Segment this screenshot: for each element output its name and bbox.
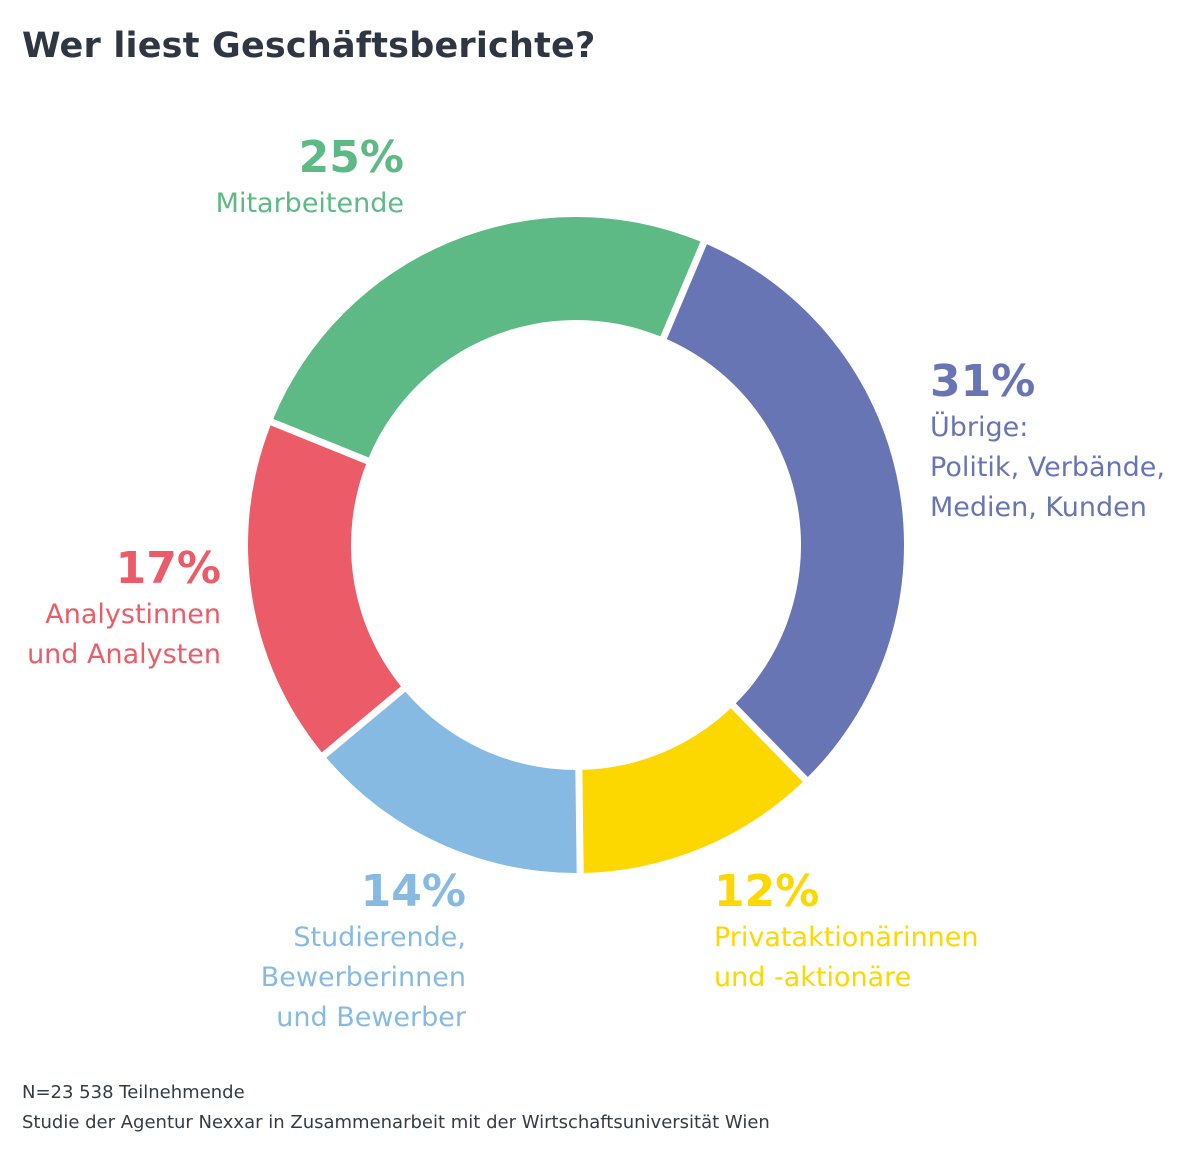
label-mitarbeitende: 25% Mitarbeitende [216, 132, 404, 224]
chart-title: Wer liest Geschäftsberichte? [22, 26, 596, 66]
label-privataktionaere: 12% Privataktionärinnen und -aktionäre [714, 866, 979, 998]
footer-sample-size: N=23 538 Teilnehmende [22, 1082, 245, 1103]
slice-label-uebrige-line-1: Übrige: [930, 412, 1029, 443]
slice-label-analysten-line-1: Analystinnen [45, 599, 221, 630]
slice-label-uebrige-line-3: Medien, Kunden [930, 492, 1147, 523]
donut-slice-uebrige [666, 244, 904, 778]
donut-slice-privataktionaere [582, 708, 803, 873]
slice-label-privataktionaere-line-2: und -aktionäre [714, 962, 912, 993]
label-analysten: 17% Analystinnen und Analysten [27, 543, 221, 675]
donut-slice-studierende [326, 691, 577, 873]
slice-label-privataktionaere-line-1: Privataktionärinnen [714, 922, 979, 953]
slice-label-uebrige-line-2: Politik, Verbände, [930, 452, 1165, 483]
slice-label-studierende-line-1: Studierende, [293, 922, 466, 953]
slice-percent-mitarbeitende: 25% [298, 132, 404, 183]
label-uebrige: 31% Übrige: Politik, Verbände, Medien, K… [930, 356, 1165, 528]
donut-slice-analysten [247, 425, 401, 753]
footer-source: Studie der Agentur Nexxar in Zusammenarb… [22, 1112, 770, 1133]
slice-label-analysten-line-2: und Analysten [27, 639, 221, 670]
slice-label-mitarbeitende-line-1: Mitarbeitende [215, 188, 404, 219]
slice-percent-privataktionaere: 12% [714, 866, 820, 917]
label-studierende: 14% Studierende, Bewerberinnen und Bewer… [261, 866, 466, 1038]
slice-label-studierende-line-2: Bewerberinnen [260, 962, 466, 993]
slice-percent-studierende: 14% [360, 866, 466, 917]
slice-label-studierende-line-3: und Bewerber [276, 1002, 466, 1033]
slice-percent-analysten: 17% [115, 543, 221, 594]
donut-slice-mitarbeitende [273, 217, 701, 458]
slice-percent-uebrige: 31% [930, 356, 1036, 407]
